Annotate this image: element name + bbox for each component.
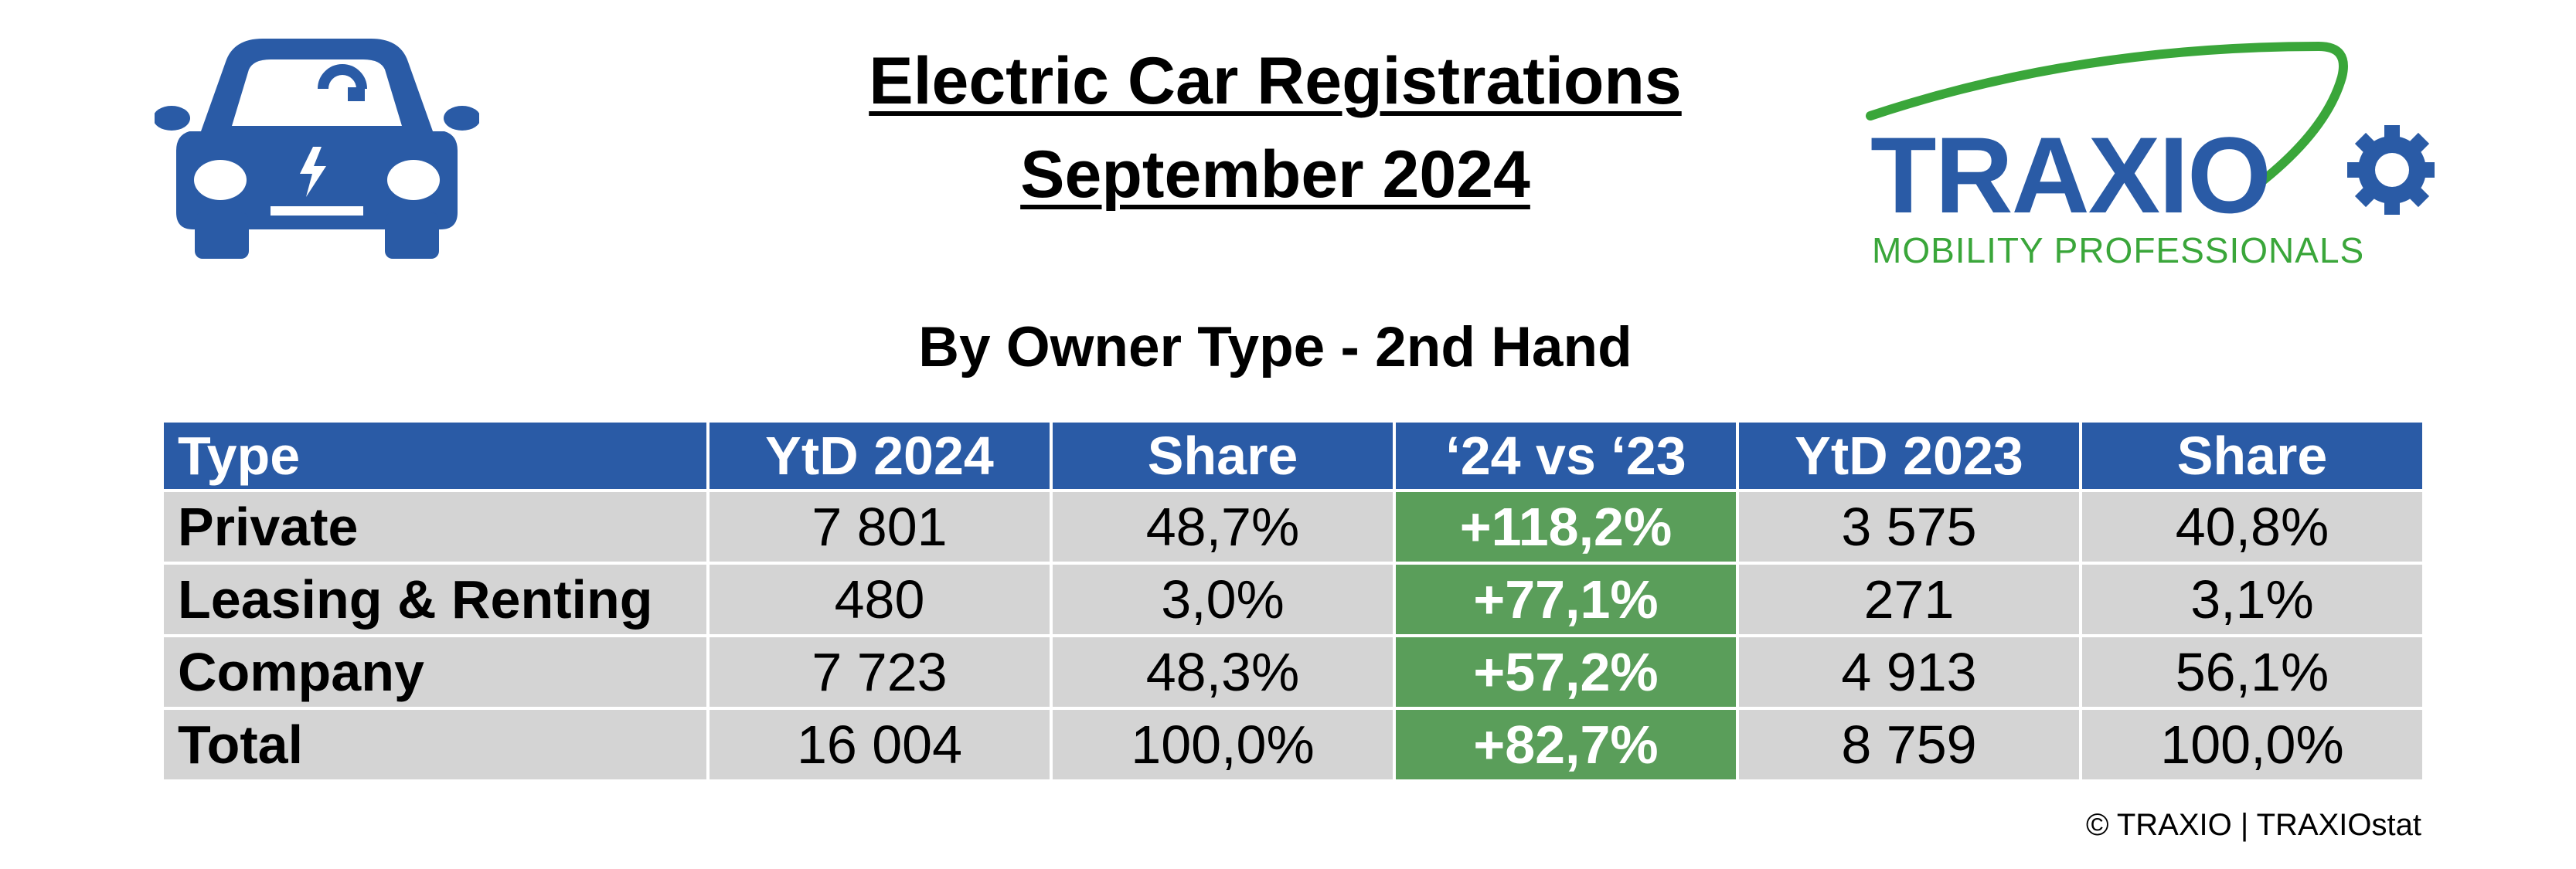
column-header-share-2023: Share bbox=[2079, 419, 2425, 492]
cell-growth: +118,2% bbox=[1393, 489, 1739, 565]
cell-ytd-2024: 7 723 bbox=[706, 634, 1053, 710]
column-header-ytd-2024: YtD 2024 bbox=[706, 419, 1053, 492]
cell-ytd-2023: 4 913 bbox=[1736, 634, 2082, 710]
cell-ytd-2024: 7 801 bbox=[706, 489, 1053, 565]
table-row-company: Company 7 723 48,3% +57,2% 4 913 56,1% bbox=[161, 634, 2425, 710]
electric-car-icon bbox=[155, 39, 479, 259]
chart-title-line-1: Electric Car Registrations bbox=[869, 44, 1682, 118]
column-header-type: Type bbox=[161, 419, 710, 492]
registrations-table: Type YtD 2024 Share ‘24 vs ‘23 YtD 2023 … bbox=[161, 419, 2425, 782]
column-header-ytd-2023: YtD 2023 bbox=[1736, 419, 2082, 492]
cell-share-2023: 3,1% bbox=[2079, 562, 2425, 637]
cell-ytd-2023: 3 575 bbox=[1736, 489, 2082, 565]
row-label: Total bbox=[161, 707, 710, 782]
row-label: Private bbox=[161, 489, 710, 565]
table-header-row: Type YtD 2024 Share ‘24 vs ‘23 YtD 2023 … bbox=[161, 419, 2425, 492]
cell-share-2023: 56,1% bbox=[2079, 634, 2425, 710]
logo-tagline: MOBILITY PROFESSIONALS bbox=[1872, 230, 2364, 270]
table-row-total: Total 16 004 100,0% +82,7% 8 759 100,0% bbox=[161, 707, 2425, 782]
logo-wordmark: TRAXIO bbox=[1870, 114, 2270, 236]
column-header-growth: ‘24 vs ‘23 bbox=[1393, 419, 1739, 492]
cell-ytd-2024: 16 004 bbox=[706, 707, 1053, 782]
traxio-logo: TRAXIO MOBILITY PROFESSIONALS bbox=[1866, 41, 2435, 270]
cell-share-2024: 48,3% bbox=[1050, 634, 1396, 710]
cell-growth: +77,1% bbox=[1393, 562, 1739, 637]
row-label: Company bbox=[161, 634, 710, 710]
cell-ytd-2024: 480 bbox=[706, 562, 1053, 637]
chart-subtitle: By Owner Type - 2nd Hand bbox=[918, 316, 1632, 378]
cell-share-2024: 3,0% bbox=[1050, 562, 1396, 637]
cell-share-2023: 100,0% bbox=[2079, 707, 2425, 782]
chart-title-line-2: September 2024 bbox=[1020, 137, 1530, 212]
cell-growth: +82,7% bbox=[1393, 707, 1739, 782]
column-header-share-2024: Share bbox=[1050, 419, 1396, 492]
gear-icon bbox=[2347, 125, 2435, 215]
cell-ytd-2023: 8 759 bbox=[1736, 707, 2082, 782]
cell-ytd-2023: 271 bbox=[1736, 562, 2082, 637]
row-label: Leasing & Renting bbox=[161, 562, 710, 637]
cell-share-2024: 100,0% bbox=[1050, 707, 1396, 782]
table-row-private: Private 7 801 48,7% +118,2% 3 575 40,8% bbox=[161, 489, 2425, 565]
cell-share-2023: 40,8% bbox=[2079, 489, 2425, 565]
cell-growth: +57,2% bbox=[1393, 634, 1739, 710]
copyright-footer: © TRAXIO | TRAXIOstat bbox=[2085, 808, 2421, 842]
cell-share-2024: 48,7% bbox=[1050, 489, 1396, 565]
table-row-leasing-renting: Leasing & Renting 480 3,0% +77,1% 271 3,… bbox=[161, 562, 2425, 637]
